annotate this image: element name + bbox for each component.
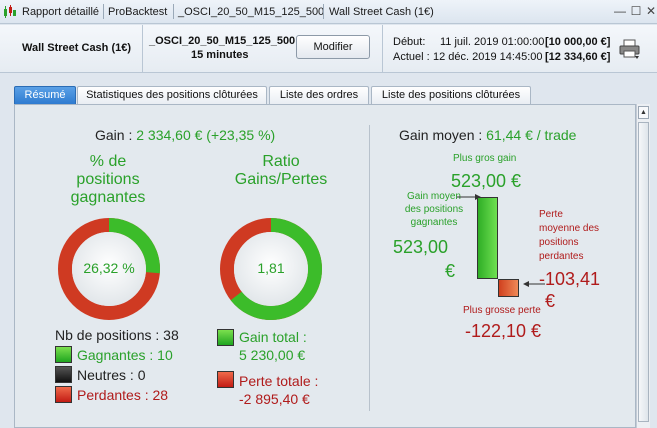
winrate-title-2: positions bbox=[76, 171, 140, 188]
biggest-gain-value: 523,00 € bbox=[451, 171, 522, 191]
losing-count: Perdantes : 28 bbox=[77, 387, 169, 403]
candlestick-icon bbox=[4, 5, 16, 18]
avg-loss-value-2: € bbox=[545, 291, 556, 311]
avg-win-bar bbox=[477, 197, 498, 279]
avg-win-value-2: € bbox=[445, 261, 456, 281]
tab-closed-positions-list[interactable]: Liste des positions clôturées bbox=[371, 86, 531, 104]
avg-win-value-1: 523,00 bbox=[393, 237, 449, 257]
total-loss-label: Perte totale : bbox=[239, 373, 319, 389]
window-title-instrument: Wall Street Cash (1€) bbox=[329, 6, 434, 18]
winning-count: Gagnantes : 10 bbox=[77, 347, 173, 363]
avg-loss-arrow-icon bbox=[523, 281, 545, 287]
losing-legend-swatch bbox=[55, 386, 72, 403]
ratio-value: 1,81 bbox=[257, 260, 285, 276]
timeframe: 15 minutes bbox=[191, 49, 249, 61]
biggest-loss-value: -122,10 € bbox=[465, 321, 542, 341]
system-cell: _OSCI_20_50_M15_125_500 15 minutes bbox=[143, 25, 383, 73]
printer-icon[interactable] bbox=[619, 39, 641, 59]
avg-loss-bar bbox=[498, 279, 519, 297]
scroll-up-icon[interactable]: ▲ bbox=[638, 106, 649, 119]
gain-label: Gain : bbox=[95, 127, 133, 143]
biggest-loss-label: Plus grosse perte bbox=[463, 305, 541, 316]
ratio-title-2: Gains/Pertes bbox=[234, 171, 328, 188]
total-gain-value: 5 230,00 € bbox=[239, 347, 306, 363]
total-loss-swatch bbox=[217, 371, 234, 388]
start-value: [10 000,00 €] bbox=[545, 36, 611, 48]
tab-orders-list[interactable]: Liste des ordres bbox=[269, 86, 369, 104]
instrument-name: Wall Street Cash (1€) bbox=[22, 42, 132, 54]
ratio-donut bbox=[220, 218, 322, 320]
ratio-gain-arc bbox=[220, 218, 322, 320]
start-date: 11 juil. 2019 01:00:00 bbox=[440, 36, 545, 48]
neutral-legend-swatch bbox=[55, 366, 72, 383]
avg-gain-heading: Gain moyen : 61,44 € / trade bbox=[399, 127, 576, 143]
avg-gain-value: 61,44 € / trade bbox=[486, 127, 577, 143]
minimize-icon[interactable]: — bbox=[614, 4, 626, 18]
total-gain-swatch bbox=[217, 329, 234, 346]
maximize-icon[interactable]: ☐ bbox=[630, 4, 642, 18]
vertical-scrollbar[interactable]: ▲ bbox=[636, 104, 650, 428]
modify-button[interactable]: Modifier bbox=[296, 35, 370, 59]
avg-loss-label-4: perdantes bbox=[539, 251, 584, 262]
close-icon[interactable]: ✕ bbox=[645, 4, 657, 18]
ratio-title-1: Ratio bbox=[262, 153, 300, 170]
title-bar: Rapport détaillé ProBacktest _OSCI_20_50… bbox=[0, 0, 657, 24]
tab-closed-positions-stats[interactable]: Statistiques des positions clôturées bbox=[77, 86, 267, 104]
winrate-value: 26,32 % bbox=[83, 260, 135, 276]
biggest-gain-label: Plus gros gain bbox=[453, 153, 517, 164]
instrument-cell: Wall Street Cash (1€) bbox=[0, 25, 143, 73]
tab-summary[interactable]: Résumé bbox=[14, 86, 76, 104]
winning-legend-swatch bbox=[55, 346, 72, 363]
winrate-win-arc bbox=[58, 218, 160, 320]
start-label: Début: bbox=[393, 36, 426, 48]
current-value: [12 334,60 €] bbox=[545, 51, 611, 63]
info-bar: Wall Street Cash (1€) _OSCI_20_50_M15_12… bbox=[0, 25, 657, 73]
scroll-thumb[interactable] bbox=[638, 122, 649, 422]
current-label: Actuel : bbox=[393, 51, 430, 63]
winrate-title-1: % de bbox=[89, 153, 127, 170]
current-date: 12 déc. 2019 14:45:00 bbox=[433, 51, 543, 63]
window-title-tool: ProBacktest bbox=[108, 6, 168, 18]
positions-count: Nb de positions : 38 bbox=[55, 327, 179, 343]
winrate-donut bbox=[58, 218, 160, 320]
avg-loss-label-3: positions bbox=[539, 237, 579, 248]
total-gain-label: Gain total : bbox=[239, 329, 307, 345]
avg-win-label-3: gagnantes bbox=[410, 217, 458, 228]
avg-win-label-2: des positions bbox=[404, 204, 464, 215]
window-title-system: _OSCI_20_50_M15_125_500 bbox=[178, 6, 325, 18]
avg-loss-label-2: moyenne des bbox=[539, 223, 600, 234]
avg-loss-value-1: -103,41 bbox=[539, 269, 601, 289]
total-loss-value: -2 895,40 € bbox=[239, 391, 310, 407]
winrate-title-3: gagnantes bbox=[70, 189, 146, 206]
window-title-app: Rapport détaillé bbox=[22, 6, 100, 18]
avg-loss-label-1: Perte bbox=[539, 209, 563, 220]
gain-heading: Gain : 2 334,60 € (+23,35 %) bbox=[95, 127, 275, 143]
neutral-count: Neutres : 0 bbox=[77, 367, 146, 383]
summary-panel: Gain : 2 334,60 € (+23,35 %) % de positi… bbox=[14, 104, 636, 428]
avg-gain-label: Gain moyen : bbox=[399, 127, 483, 143]
avg-win-label-1: Gain moyen bbox=[407, 191, 461, 202]
gain-value: 2 334,60 € (+23,35 %) bbox=[136, 127, 276, 143]
system-name: _OSCI_20_50_M15_125_500 bbox=[149, 35, 296, 47]
